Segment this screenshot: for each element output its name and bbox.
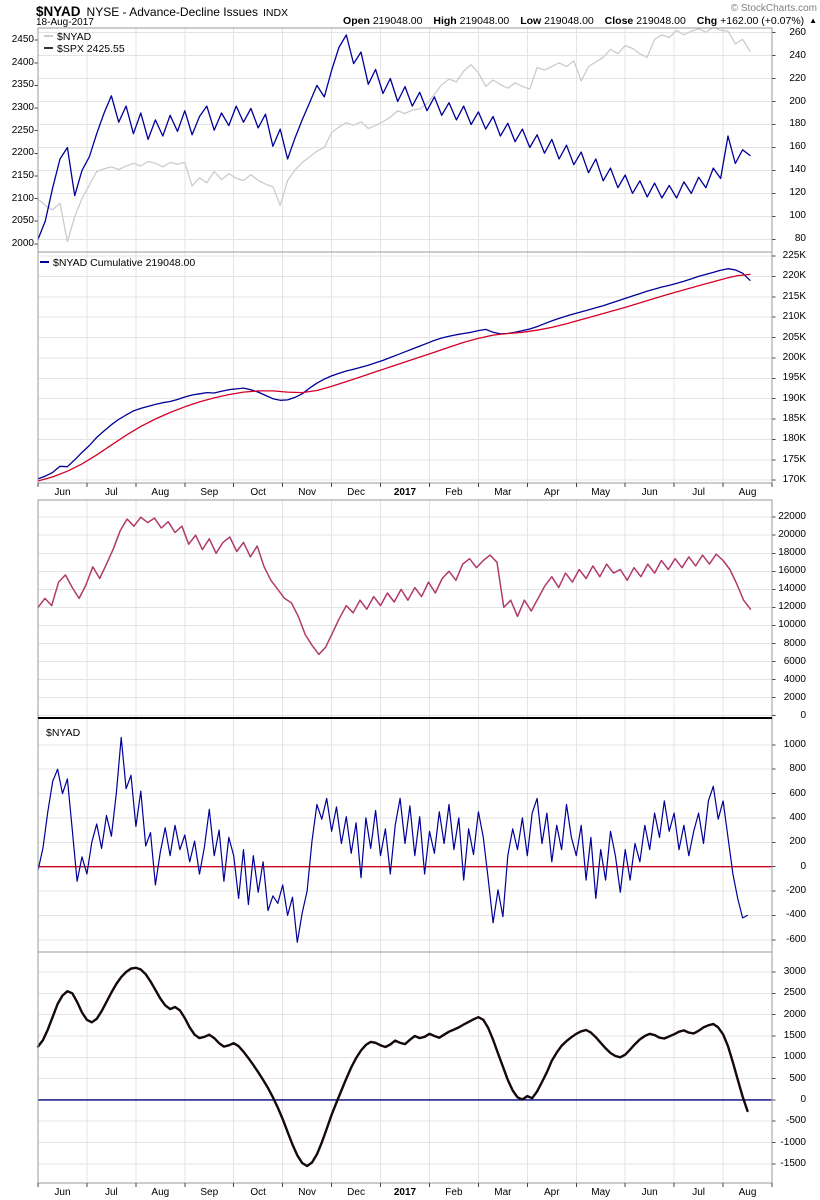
series-path	[37, 268, 751, 480]
change-up-icon: ▲	[809, 16, 817, 25]
chg-value: +162.00 (+0.07%)	[720, 15, 805, 27]
exchange-label: INDX	[262, 7, 289, 19]
panel-border	[37, 717, 773, 953]
open-label: Open	[343, 15, 370, 27]
series-path	[37, 26, 751, 243]
high-value: 219048.00	[459, 15, 510, 27]
chg-label: Chg	[696, 15, 718, 27]
series-path	[37, 273, 751, 482]
close-label: Close	[604, 15, 634, 27]
series-path	[37, 736, 749, 943]
panel-border	[37, 499, 773, 719]
close-value: 219048.00	[636, 15, 686, 27]
panel-border	[37, 951, 773, 1184]
index-name: NYSE - Advance-Decline Issues	[86, 5, 258, 19]
open-value: 219048.00	[372, 15, 423, 27]
series-path	[37, 516, 752, 656]
high-label: High	[433, 15, 457, 27]
low-label: Low	[520, 15, 542, 27]
symbol-label: $NYAD	[36, 4, 81, 19]
chart-date: 18-Aug-2017	[36, 17, 94, 28]
copyright-notice: © StockCharts.com	[730, 3, 817, 14]
series-path	[37, 34, 751, 241]
low-value: 219048.00	[544, 15, 594, 27]
chart-title: $NYAD NYSE - Advance-Decline Issues INDX	[36, 3, 288, 21]
series-path	[36, 966, 749, 1168]
quote-line: Open 219048.00 High 219048.00 Low 219048…	[343, 15, 817, 27]
panel-border	[37, 251, 773, 484]
